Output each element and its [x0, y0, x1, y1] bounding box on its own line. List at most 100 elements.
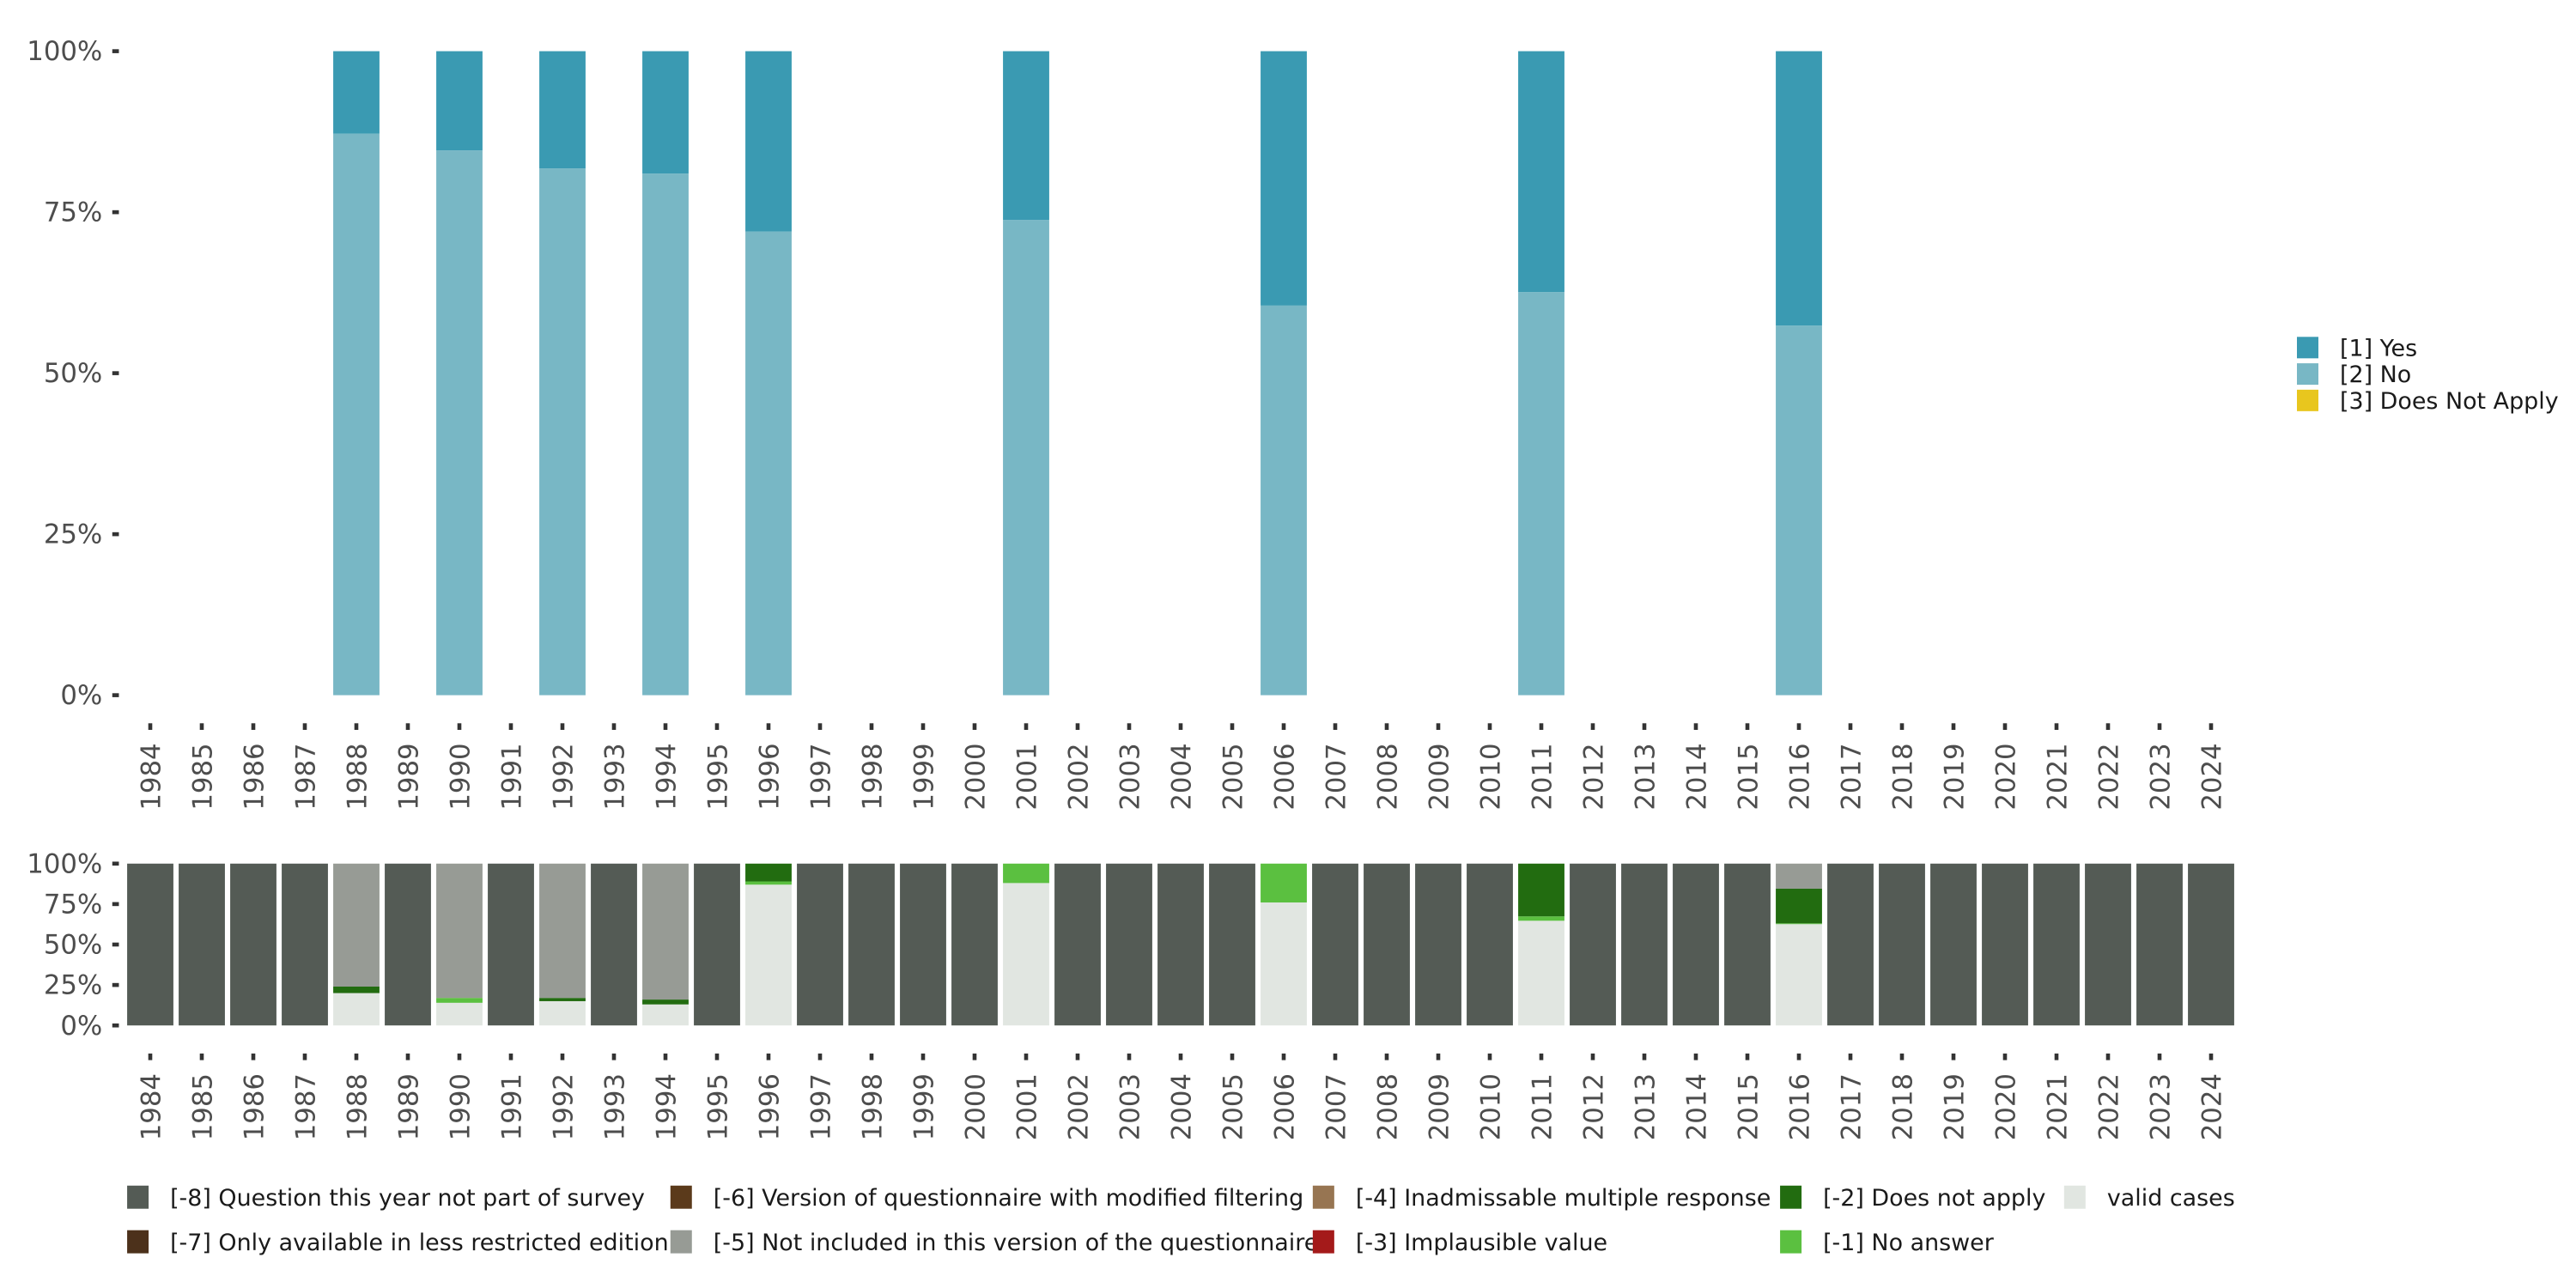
x-tick-mark	[1796, 1053, 1801, 1060]
bar-segment-1996	[745, 231, 792, 696]
x-tick-mark	[354, 723, 359, 730]
x-tick-label: 2022	[2094, 1073, 2125, 1140]
x-tick-label: 1985	[188, 1073, 219, 1140]
x-tick-label: 1998	[858, 1073, 889, 1140]
x-tick-mark	[2054, 723, 2059, 730]
legend-swatch	[1312, 1230, 1334, 1254]
x-tick-label: 2006	[1270, 743, 1301, 810]
bar-segment-1988	[333, 993, 380, 1026]
bar-segment-2015	[1724, 863, 1771, 1026]
x-tick-mark	[1127, 1053, 1132, 1060]
bar-segment-2014	[1673, 863, 1719, 1026]
x-tick-label: 1988	[343, 1073, 374, 1140]
x-tick-label: 2001	[1012, 743, 1043, 810]
bar-segment-2019	[1930, 863, 1977, 1026]
x-tick-mark	[2002, 1053, 2008, 1060]
bar-segment-1995	[694, 863, 740, 1026]
x-tick-mark	[457, 723, 462, 730]
x-tick-mark	[869, 1053, 874, 1060]
bar-segment-1986	[230, 863, 276, 1026]
x-tick-label: 2020	[1991, 1073, 2022, 1140]
bar-segment-1989	[385, 863, 431, 1026]
x-tick-mark	[663, 723, 668, 730]
bottom-chart-missing-values: 0% 25% 50% 75% 100% 1984 1985 1986 1987 1988 1989 1…	[27, 848, 2234, 1140]
bar-segment-1985	[179, 863, 225, 1026]
y-tick-mark	[112, 371, 119, 375]
x-tick-label: 2009	[1425, 743, 1455, 810]
y-tick-mark	[112, 693, 119, 697]
x-tick-label: 2021	[2043, 1073, 2074, 1140]
x-tick-label: 2016	[1785, 1073, 1816, 1140]
bar-segment-2024	[2188, 863, 2234, 1026]
x-tick-label: 2000	[961, 743, 992, 810]
bar-segment-2006	[1261, 51, 1307, 306]
x-tick-label: 2023	[2146, 743, 2177, 810]
bar-segment-2013	[1621, 863, 1668, 1026]
bar-segment-2023	[2136, 863, 2183, 1026]
x-tick-label: 1990	[446, 1073, 477, 1140]
legend-label: [3] Does Not Apply	[2340, 388, 2559, 415]
x-tick-label: 2015	[1734, 1073, 1765, 1140]
top-chart-response-distribution: 0% 25% 50% 75% 100% 1984 1985 1986 1987 1988 1989 1…	[27, 36, 2227, 810]
x-tick-mark	[148, 723, 153, 730]
bar-segment-1990	[436, 150, 483, 696]
x-tick-mark	[766, 723, 771, 730]
legend-swatch	[2297, 363, 2318, 386]
bar-segment-1993	[591, 863, 637, 1026]
x-tick-label: 1986	[240, 743, 270, 810]
legend-swatch	[1780, 1185, 1802, 1209]
y-tick-mark	[112, 532, 119, 537]
x-tick-mark	[148, 1053, 153, 1060]
x-tick-label: 1989	[394, 743, 425, 810]
x-tick-mark	[1178, 723, 1183, 730]
bar-segment-2000	[951, 863, 998, 1026]
x-tick-mark	[1796, 723, 1801, 730]
x-tick-mark	[1281, 723, 1286, 730]
x-tick-label: 1994	[652, 743, 683, 810]
x-tick-label: 2024	[2197, 743, 2228, 810]
bar-segment-1999	[900, 863, 946, 1026]
bar-segment-2016	[1776, 888, 1822, 924]
bar-segment-1988	[333, 987, 380, 993]
x-tick-mark	[1075, 723, 1080, 730]
y-tick-label: 100%	[27, 36, 102, 67]
bar-segment-1996	[745, 51, 792, 232]
y-tick-label: 75%	[44, 197, 102, 228]
x-tick-mark	[972, 1053, 977, 1060]
x-tick-mark	[457, 1053, 462, 1060]
x-tick-mark	[2002, 723, 2008, 730]
x-tick-label: 1984	[137, 743, 167, 810]
x-tick-label: 1997	[806, 1073, 837, 1140]
x-tick-mark	[1384, 723, 1389, 730]
x-tick-label: 2007	[1321, 743, 1352, 810]
x-tick-mark	[611, 1053, 617, 1060]
x-tick-mark	[302, 723, 307, 730]
x-tick-mark	[2105, 1053, 2111, 1060]
bar-segment-2011	[1518, 916, 1564, 921]
x-tick-mark	[1899, 723, 1905, 730]
x-tick-label: 1992	[549, 1073, 580, 1140]
x-tick-mark	[1539, 1053, 1544, 1060]
x-tick-mark	[2208, 1053, 2214, 1060]
bar-segment-1991	[488, 863, 534, 1026]
x-tick-mark	[1127, 723, 1132, 730]
y-tick-label: 25%	[44, 970, 102, 1001]
x-tick-label: 1987	[291, 743, 322, 810]
x-tick-mark	[766, 1053, 771, 1060]
legend-label: valid cases	[2107, 1185, 2235, 1212]
x-tick-mark	[251, 723, 256, 730]
bar-segment-2016	[1776, 923, 1822, 925]
bar-segment-2020	[1982, 863, 2028, 1026]
x-tick-label: 1985	[188, 743, 219, 810]
bar-segment-2018	[1879, 863, 1925, 1026]
y-tick-mark	[112, 982, 119, 987]
bar-segment-2009	[1415, 863, 1461, 1026]
bar-segment-1988	[333, 863, 380, 987]
x-tick-mark	[1745, 1053, 1750, 1060]
bar-segment-1994	[642, 173, 689, 696]
x-tick-label: 2015	[1734, 743, 1765, 810]
bar-segment-1996	[745, 884, 792, 1026]
x-tick-mark	[1230, 723, 1235, 730]
bar-segment-2021	[2033, 863, 2080, 1026]
